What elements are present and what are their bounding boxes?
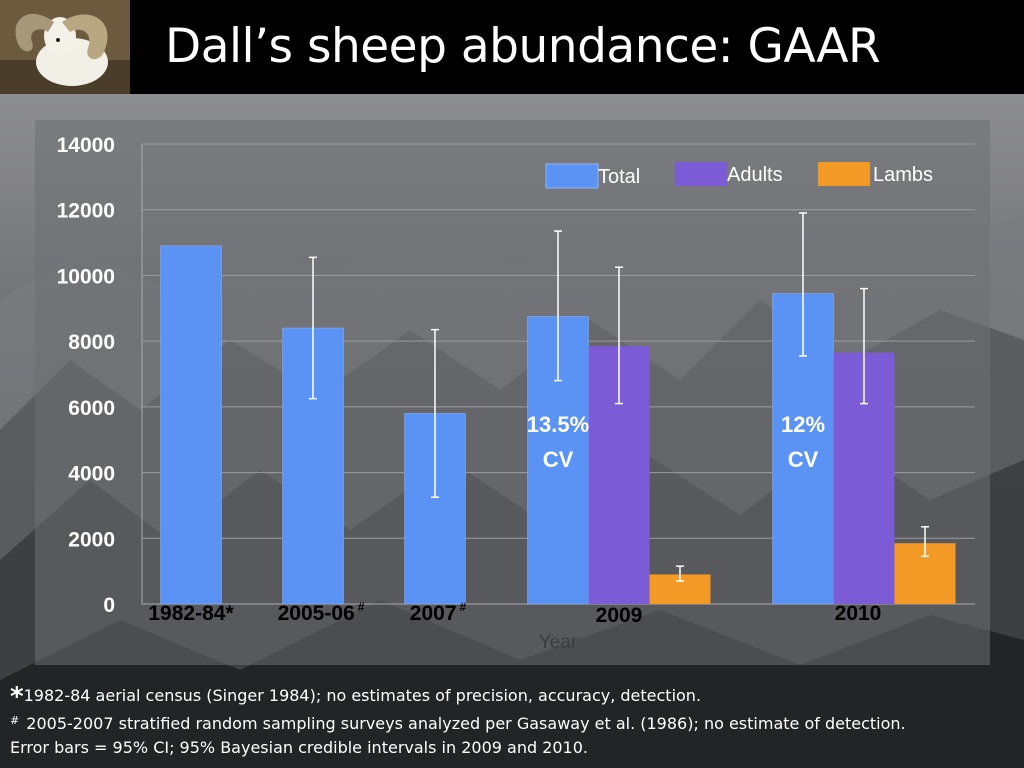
asterisk-mark: *: [10, 682, 24, 712]
y-tick-label: 8000: [68, 331, 115, 354]
legend-label-total: Total: [598, 166, 640, 188]
x-axis-title: Year: [539, 632, 578, 653]
legend-label-adults: Adults: [727, 164, 783, 186]
footnotes: *1982-84 aerial census (Singer 1984); no…: [10, 684, 906, 760]
footnote-2: # 2005-2007 stratified random sampling s…: [10, 709, 906, 736]
sheep-photo-thumbnail: [0, 0, 130, 94]
footnote-2-text: 2005-2007 stratified random sampling sur…: [21, 714, 906, 733]
x-tick-mark: #: [460, 600, 467, 614]
x-tick-label: 2005-06 #: [278, 600, 365, 625]
y-tick-label: 14000: [57, 134, 115, 157]
legend-swatch-adults: [675, 162, 727, 186]
cv-annotation: CV: [543, 447, 574, 472]
x-tick-mark: #: [358, 600, 365, 614]
footnote-3: Error bars = 95% CI; 95% Bayesian credib…: [10, 738, 588, 757]
legend-label-lambs: Lambs: [873, 164, 933, 186]
y-tick-label: 10000: [57, 265, 115, 288]
page-title: Dall’s sheep abundance: GAAR: [165, 19, 881, 74]
y-tick-label: 12000: [57, 200, 115, 223]
title-bar: Dall’s sheep abundance: GAAR: [0, 0, 1024, 94]
bar-total-198284: [160, 245, 222, 605]
legend-swatch-lambs: [818, 162, 870, 186]
cv-annotation: 13.5%: [527, 412, 589, 437]
cv-annotation: 12%: [781, 412, 825, 437]
hash-mark: #: [10, 714, 20, 727]
y-tick-label: 6000: [68, 397, 115, 420]
x-tick-label: 2009: [596, 604, 643, 627]
footnote-1: *1982-84 aerial census (Singer 1984); no…: [10, 682, 906, 712]
legend-swatch-total: [545, 163, 599, 189]
x-tick-label: 2010: [835, 602, 882, 625]
x-tick-label: 1982-84*: [148, 602, 234, 625]
y-tick-label: 4000: [68, 463, 115, 486]
footnote-1-text: 1982-84 aerial census (Singer 1984); no …: [23, 686, 702, 705]
y-tick-label: 2000: [68, 528, 115, 551]
cv-annotation: CV: [788, 447, 819, 472]
y-tick-label: 0: [103, 594, 115, 617]
